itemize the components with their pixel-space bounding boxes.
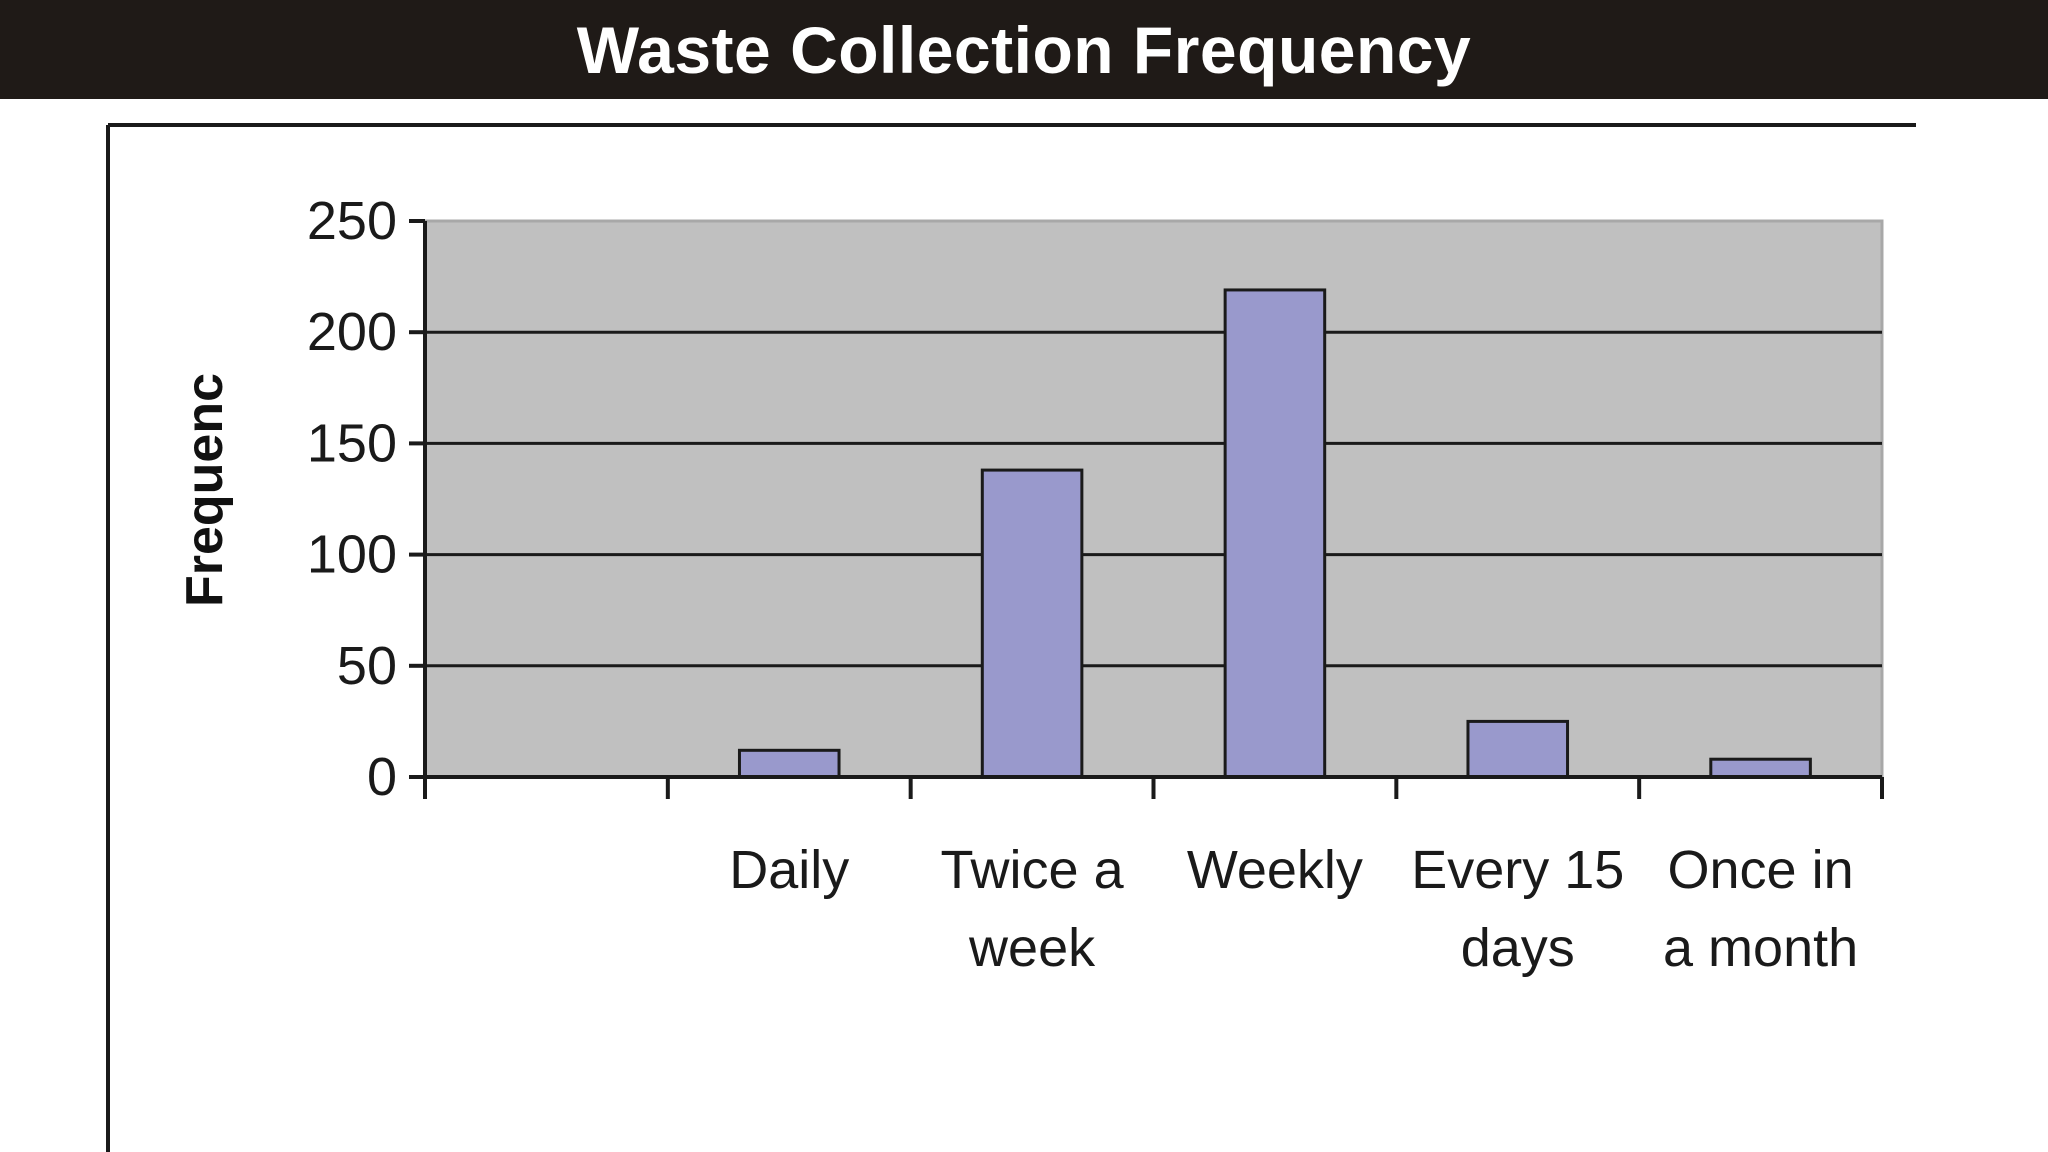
x-tick-label-line: Weekly [1187, 840, 1363, 900]
x-tick-label-line: Twice a [941, 840, 1125, 900]
x-tick-label: Weekly [1187, 840, 1363, 900]
y-tick-label: 50 [337, 636, 397, 696]
bar [1223, 288, 1327, 779]
bar [737, 748, 841, 779]
bar [1466, 719, 1570, 779]
y-tick-label: 200 [307, 302, 397, 362]
title-bar: Waste Collection Frequency [0, 0, 2048, 99]
chart-title: Waste Collection Frequency [576, 12, 1472, 87]
bars [737, 288, 1812, 779]
x-tick-label: Twice a week [941, 840, 1125, 978]
x-tick-label-line: Daily [729, 840, 849, 900]
axes [409, 219, 1884, 799]
x-tick-labels: Daily Twice a week Weekly Every 15 days Once i… [729, 840, 1858, 978]
y-tick-labels: 0 50 100 150 200 250 [307, 191, 397, 807]
x-tick-label: Daily [729, 840, 849, 900]
y-tick-label: 250 [307, 191, 397, 251]
gridlines [425, 330, 1882, 668]
y-tick-label: 100 [307, 525, 397, 585]
x-tick-label: Every 15 days [1411, 840, 1624, 978]
y-tick-label: 0 [367, 747, 397, 807]
x-tick-label-line: Once in [1668, 840, 1854, 900]
bar [1709, 757, 1812, 779]
x-tick-label-line: Every 15 [1411, 840, 1624, 900]
y-tick-label: 150 [307, 413, 397, 473]
bar [980, 468, 1084, 779]
x-tick-label: Once in a month [1663, 840, 1858, 978]
x-tick-label-line: a month [1663, 918, 1858, 978]
x-tick-label-line: week [968, 918, 1096, 978]
plot-area [423, 219, 1884, 779]
x-tick-label-line: days [1461, 918, 1575, 978]
y-axis-label: Frequenc [176, 373, 234, 607]
